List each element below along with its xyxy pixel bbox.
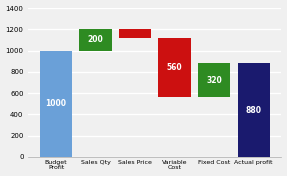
Bar xyxy=(40,51,72,157)
Bar xyxy=(119,29,151,38)
Text: 560: 560 xyxy=(167,63,183,72)
Bar xyxy=(79,29,112,51)
Text: 200: 200 xyxy=(88,35,104,45)
Text: 320: 320 xyxy=(206,76,222,85)
Text: 1000: 1000 xyxy=(46,99,67,108)
Bar xyxy=(238,63,270,157)
Bar xyxy=(198,63,230,97)
Text: 880: 880 xyxy=(246,106,262,115)
Text: 80: 80 xyxy=(130,29,140,38)
Bar xyxy=(158,38,191,97)
